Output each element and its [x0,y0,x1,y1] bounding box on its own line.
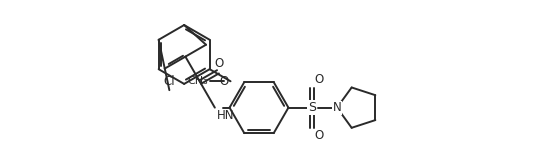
Text: HN: HN [216,109,234,122]
Text: O: O [314,129,324,142]
Text: O: O [314,73,324,86]
Text: O: O [214,57,223,70]
Text: Cl: Cl [163,75,175,88]
Text: N: N [333,101,341,114]
Text: O: O [219,75,228,88]
Text: CH₃: CH₃ [187,76,208,86]
Text: S: S [308,101,316,114]
